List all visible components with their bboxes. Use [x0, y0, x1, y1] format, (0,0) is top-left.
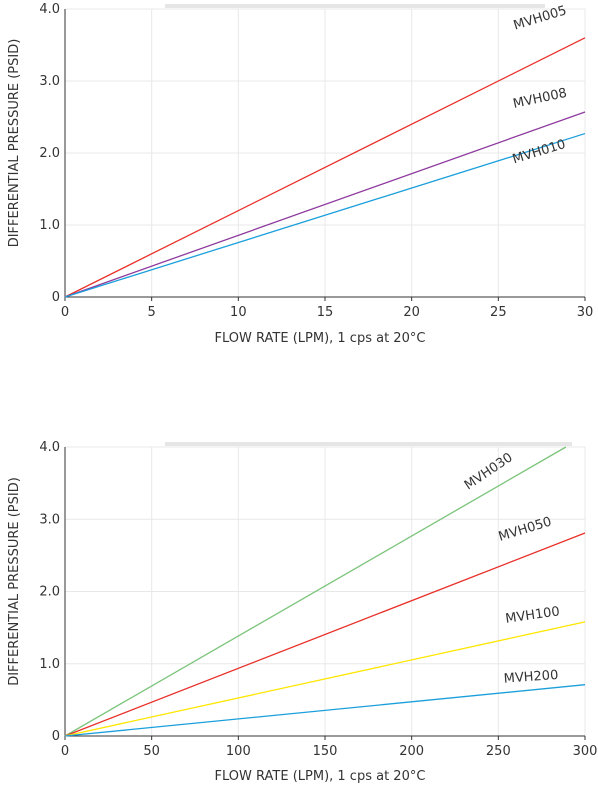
y-tick-label: 1.0	[39, 218, 60, 233]
x-tick-label: 150	[313, 744, 338, 759]
x-tick-label: 100	[226, 744, 251, 759]
series-line-mvh200	[64, 684, 586, 737]
x-axis-title: FLOW RATE (LPM), 1 cps at 20°C	[215, 769, 426, 784]
series-line-mvh030	[64, 446, 567, 737]
y-tick-label: 2.0	[39, 585, 60, 600]
y-axis-title: DIFFERENTIAL PRESSURE (PSID)	[7, 39, 22, 248]
series-line-mvh010	[64, 132, 586, 298]
y-tick-label: 3.0	[39, 512, 60, 527]
series-line-mvh100	[64, 621, 586, 737]
x-axis-title: FLOW RATE (LPM), 1 cps at 20°C	[215, 331, 426, 346]
x-tick-label: 25	[490, 305, 507, 320]
series-label-mvh100: MVH100	[504, 604, 560, 626]
y-tick-label: 4.0	[39, 2, 60, 17]
series-label-mvh010: MVH010	[511, 137, 568, 167]
chart-1: 0 5 10 15 20 25 30 0 1.0 2.0 3.0 4.0 FLOW RATE (LPM)…	[7, 2, 593, 346]
series-line-mvh008	[64, 111, 586, 298]
series-line-mvh050	[64, 532, 586, 737]
x-tick-label: 250	[486, 744, 511, 759]
y-tick-label: 1.0	[39, 657, 60, 672]
x-tick-label: 200	[399, 744, 424, 759]
series-label-mvh008: MVH008	[512, 86, 569, 112]
x-tick-label: 20	[403, 305, 420, 320]
x-tick-label: 10	[230, 305, 247, 320]
chart-2: 0 50 100 150 200 250 300 0 1.0 2.0 3.0 4.0 FLOW RATE…	[7, 440, 597, 784]
x-tick-label: 50	[143, 744, 160, 759]
series-label-mvh030: MVH030	[462, 450, 516, 493]
y-axis-title: DIFFERENTIAL PRESSURE (PSID)	[7, 477, 22, 686]
x-tick-label: 0	[61, 744, 69, 759]
series-line-mvh005	[64, 37, 586, 298]
header-bar	[165, 4, 545, 8]
x-tick-label: 15	[317, 305, 334, 320]
x-tick-label: 300	[573, 744, 598, 759]
y-tick-label: 3.0	[39, 74, 60, 89]
y-tick-label: 0	[52, 290, 60, 305]
header-bar	[165, 442, 572, 446]
y-tick-label: 2.0	[39, 146, 60, 161]
series-label-mvh200: MVH200	[503, 668, 559, 687]
x-tick-label: 5	[148, 305, 156, 320]
y-tick-label: 4.0	[39, 440, 60, 455]
x-tick-label: 0	[61, 305, 69, 320]
x-tick-label: 30	[577, 305, 594, 320]
y-tick-label: 0	[52, 729, 60, 744]
